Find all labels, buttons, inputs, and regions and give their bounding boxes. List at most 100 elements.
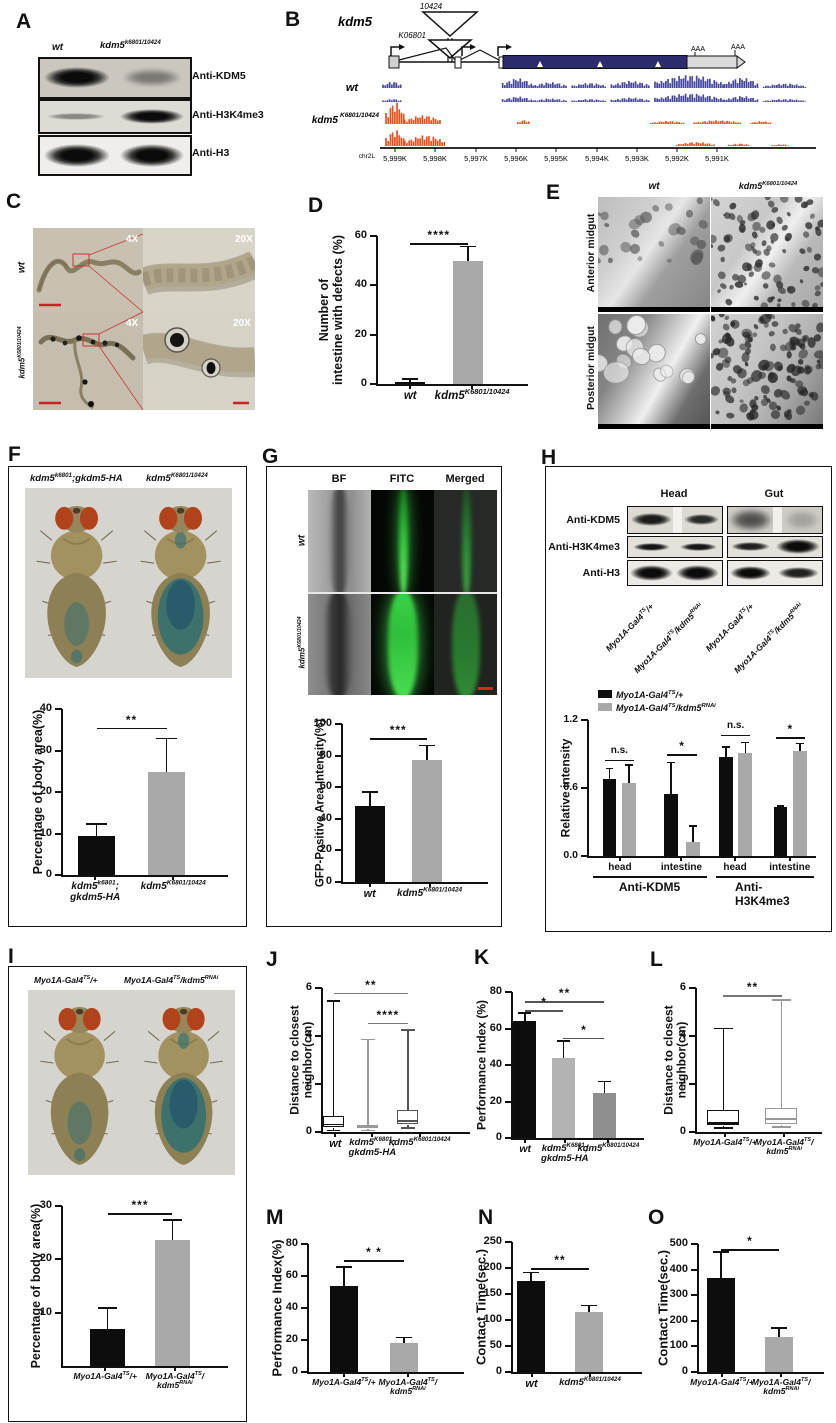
group-label-gut: Gut [764, 488, 784, 500]
x-tick [371, 1132, 374, 1137]
median-line [323, 1123, 343, 1126]
fly-image [143, 1007, 223, 1165]
error-cap [361, 791, 379, 793]
bar [575, 1311, 603, 1372]
y-tick [505, 991, 512, 993]
y-tick-label: 400 [669, 1262, 688, 1275]
gene-name: kdm5 [338, 14, 373, 29]
significance-line [666, 754, 698, 756]
x-category-label: wt [519, 1143, 532, 1155]
bar [90, 1328, 126, 1366]
magnification-label: 4X [126, 234, 139, 245]
x-tick [563, 1138, 566, 1143]
y-tick-label: 100 [313, 717, 332, 729]
y-tick [55, 791, 62, 793]
x-tick [409, 384, 412, 389]
bar [765, 1337, 793, 1372]
x-axis [321, 1132, 470, 1134]
significance-label: *** [389, 723, 407, 738]
y-tick [505, 1027, 512, 1030]
y-tick-label: 40 [489, 1058, 502, 1070]
x-tick [172, 875, 175, 880]
fly-image [140, 506, 221, 667]
error-cap [518, 1012, 532, 1014]
y-axis-title: GFP-Positive Area Intensity(%) [314, 718, 327, 888]
antibody-label: Anti-H3K4me3 [548, 541, 620, 553]
y-tick [691, 1319, 698, 1322]
y-tick-label: 60 [489, 1021, 502, 1034]
gut-merged-wt [434, 490, 497, 592]
svg-text:5,999K: 5,999K [383, 154, 407, 163]
y-axis-title: Distance to closest neighbor(cm) [661, 1005, 689, 1115]
y-tick [55, 874, 62, 876]
y-tick-label: 0 [679, 1125, 686, 1137]
panel-c-label: C [6, 190, 22, 213]
error-cap [605, 767, 614, 770]
gut-bf-wt [308, 490, 371, 592]
tss-arrow [390, 46, 399, 56]
x-axis [61, 1366, 228, 1368]
row-divider [308, 592, 497, 594]
em-image-wt-posterior [598, 314, 710, 429]
wt-coverage-track-2 [382, 93, 807, 102]
y-tick-label: 20 [285, 1333, 298, 1345]
group-line [592, 876, 707, 878]
error-bar [369, 791, 371, 807]
bar [706, 1277, 735, 1372]
error-cap [459, 245, 477, 248]
polya-label: AAA [731, 44, 745, 51]
significance-line [563, 1037, 605, 1040]
y-tick-label: 0 [325, 875, 332, 887]
fly-label-rescue: kdm5k6801;gkdm5-HA [30, 471, 123, 484]
y-tick-label: 200 [483, 1261, 502, 1273]
error-bar [524, 1012, 526, 1022]
panel-h-box [545, 466, 832, 932]
x-category-label: kdm5k6801; gkdm5-HA [70, 879, 121, 903]
x-category-label: kdm5K6801/10424 [559, 1375, 621, 1388]
error-bar [343, 1266, 345, 1286]
error-bar [426, 744, 428, 760]
significance-line [369, 738, 427, 740]
fly-label-rnai: Myo1A-Gal4TS/kdm5RNAi [124, 975, 219, 985]
blot-h3-head [627, 560, 723, 586]
error-cap [336, 1266, 352, 1268]
x-axis [695, 1132, 822, 1134]
legend-item: Myo1A-Gal4TS/+ [598, 690, 683, 700]
error-cap [418, 744, 436, 747]
median-line [707, 1122, 738, 1124]
significance-label: ** [558, 986, 571, 1001]
panel-e-col-wt: wt [648, 181, 660, 192]
x-category-label: Myo1A-Gal4TS/+ [690, 1377, 754, 1387]
error-bar [409, 378, 411, 382]
panel-c-row1-label: wt [16, 261, 28, 274]
x-axis [341, 882, 488, 884]
blot-h3k4me3-gut [727, 536, 823, 558]
upper-whisker [407, 1030, 409, 1111]
median-line [398, 1120, 418, 1122]
error-bar [692, 825, 694, 843]
y-axis-title: Performance Index(%) [269, 1239, 285, 1377]
x-category-label: kdm5K6801; gkdm5-HA [348, 1135, 397, 1159]
x-category-label: Myo1A-Gal4TS/kdm5RNAi [145, 1371, 205, 1391]
x-tick [524, 1138, 527, 1143]
significance-label: * [747, 1234, 753, 1249]
legend-item: Myo1A-Gal4TS/kdm5RNAi [598, 703, 716, 713]
panel-e-row2-label: Posterior midgut [585, 326, 597, 411]
y-tick [691, 1371, 698, 1373]
mutant-coverage-track-2 [385, 130, 789, 146]
bar [593, 1093, 616, 1138]
significance-label: ** [746, 980, 759, 995]
x-category-label: head [723, 862, 747, 873]
y-tick [505, 1267, 512, 1269]
y-tick [581, 787, 588, 789]
y-tick-label: 50 [489, 1339, 502, 1351]
y-tick-label: 40 [319, 811, 332, 824]
significance-label: * * [366, 1245, 382, 1259]
y-axis-title: Contact Time(sec.) [473, 1248, 489, 1366]
panel-b-label: B [285, 8, 301, 31]
svg-text:5,993K: 5,993K [625, 154, 649, 163]
y-tick [335, 881, 342, 883]
col-label-bf: BF [331, 473, 347, 485]
y-tick [335, 849, 342, 852]
error-bar [799, 742, 801, 751]
